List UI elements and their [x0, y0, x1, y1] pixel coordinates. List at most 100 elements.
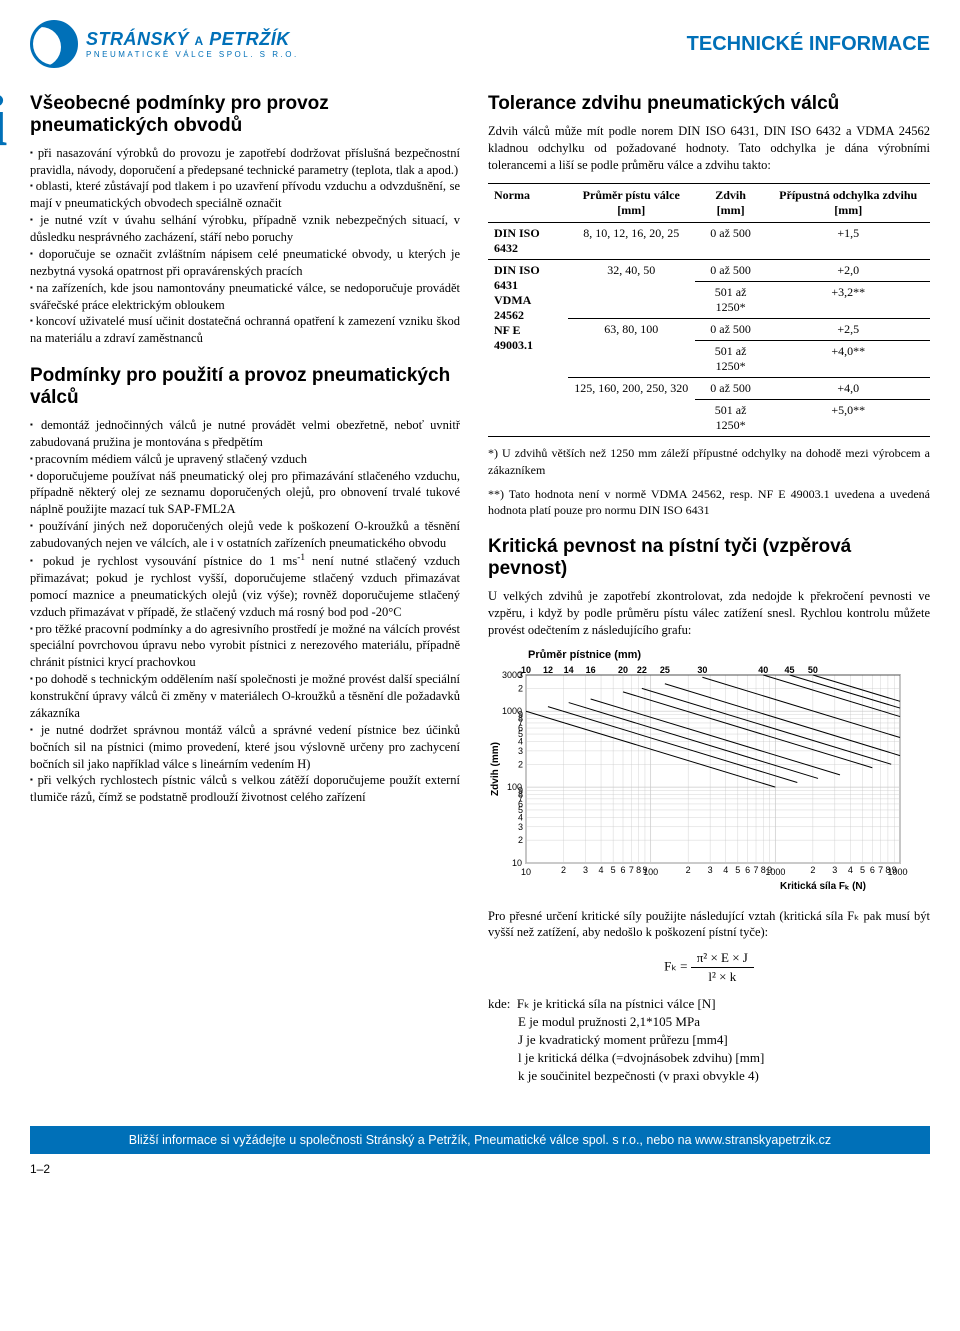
list-item: při nasazování výrobků do provozu je zap… — [30, 145, 460, 179]
list-item: koncoví uživatelé musí učinit dostatečná… — [30, 313, 460, 347]
table-header: Přípustná odchylka zdvihu [mm] — [766, 184, 930, 223]
kde-line: J je kvadratický moment průřezu [mm4] — [518, 1031, 930, 1049]
table-cell-zdvih: 0 až 500 — [695, 319, 767, 341]
svg-text:6: 6 — [870, 865, 875, 875]
formula-lhs: Fₖ = — [664, 959, 687, 974]
table-header: Zdvih [mm] — [695, 184, 767, 223]
critical-strength-heading: Kritická pevnost na pístní tyči (vzpěrov… — [488, 536, 930, 580]
table-cell-piston: 63, 80, 100 — [568, 319, 695, 378]
table-cell-zdvih: 501 až 1250* — [695, 341, 767, 378]
kde-line: l je kritická délka (=dvojnásobek zdvihu… — [518, 1049, 930, 1067]
brand-tagline: PNEUMATICKÉ VÁLCE SPOL. S R.O. — [86, 50, 299, 59]
list-item: je nutné vzít v úvahu selhání výrobku, p… — [30, 212, 460, 246]
svg-text:Kritická síla Fₖ (N): Kritická síla Fₖ (N) — [780, 881, 866, 891]
table-cell-tolerance: +1,5 — [766, 223, 930, 260]
svg-text:10: 10 — [521, 665, 531, 675]
table-header: Norma — [488, 184, 568, 223]
formula: Fₖ = π² × E × J l² × k — [488, 949, 930, 986]
table-cell-norma: DIN ISO 6431VDMA 24562NF E 49003.1 — [488, 260, 568, 437]
svg-text:9: 9 — [518, 709, 523, 719]
svg-text:8: 8 — [885, 865, 890, 875]
list-item: používání jiných než doporučených olejů … — [30, 518, 460, 552]
svg-text:40: 40 — [758, 665, 768, 675]
footer-bar: Bližší informace si vyžádejte u společno… — [30, 1126, 930, 1154]
table-cell-piston: 8, 10, 12, 16, 20, 25 — [568, 223, 695, 260]
svg-text:8: 8 — [761, 865, 766, 875]
table-header: Průměr pístu válce [mm] — [568, 184, 695, 223]
svg-text:7: 7 — [754, 865, 759, 875]
svg-text:4: 4 — [723, 865, 728, 875]
svg-text:25: 25 — [660, 665, 670, 675]
svg-text:5: 5 — [860, 865, 865, 875]
svg-text:9: 9 — [518, 785, 523, 795]
svg-text:10: 10 — [521, 867, 531, 877]
svg-text:2: 2 — [518, 683, 523, 693]
list-item: na zařízeních, kde jsou namontovány pneu… — [30, 280, 460, 314]
svg-text:10000: 10000 — [887, 867, 908, 877]
brand-name-1: STRÁNSKÝ — [86, 29, 189, 49]
table-row: DIN ISO 64328, 10, 12, 16, 20, 250 až 50… — [488, 223, 930, 260]
tolerance-table: NormaPrůměr pístu válce [mm]Zdvih [mm]Př… — [488, 183, 930, 437]
svg-text:12: 12 — [543, 665, 553, 675]
table-cell-zdvih: 0 až 500 — [695, 378, 767, 400]
svg-text:4: 4 — [848, 865, 853, 875]
svg-text:16: 16 — [586, 665, 596, 675]
svg-text:7: 7 — [878, 865, 883, 875]
table-cell-norma: DIN ISO 6432 — [488, 223, 568, 260]
company-logo: STRÁNSKÝ A PETRŽÍK PNEUMATICKÉ VÁLCE SPO… — [30, 20, 299, 68]
table-cell-tolerance: +4,0 — [766, 378, 930, 400]
table-cell-tolerance: +4,0** — [766, 341, 930, 378]
svg-text:6: 6 — [745, 865, 750, 875]
tolerance-heading: Tolerance zdvihu pneumatických válců — [488, 93, 930, 115]
general-conditions-list: při nasazování výrobků do provozu je zap… — [30, 145, 460, 348]
svg-text:2: 2 — [518, 759, 523, 769]
kde-line: k je součinitel bezpečnosti (v praxi obv… — [518, 1067, 930, 1085]
brand-amp: A — [195, 34, 204, 48]
buckling-chart: 1010010001000023456789234567892345678910… — [488, 661, 908, 891]
table-cell-tolerance: +5,0** — [766, 400, 930, 437]
list-item: oblasti, které zůstávají pod tlakem i po… — [30, 178, 460, 212]
svg-text:20: 20 — [618, 665, 628, 675]
kde-line: E je modul pružnosti 2,1*105 MPa — [518, 1013, 930, 1031]
logo-swoosh-icon — [30, 20, 78, 68]
table-cell-tolerance: +3,2** — [766, 282, 930, 319]
table-cell-zdvih: 501 až 1250* — [695, 400, 767, 437]
svg-text:3: 3 — [518, 745, 523, 755]
svg-text:3: 3 — [518, 821, 523, 831]
list-item: pro těžké pracovní podmínky a do agresiv… — [30, 621, 460, 672]
usage-conditions-list: demontáž jednočinných válců je nutné pro… — [30, 417, 460, 806]
svg-text:Zdvih (mm): Zdvih (mm) — [490, 742, 501, 796]
svg-text:5: 5 — [611, 865, 616, 875]
table-cell-piston: 32, 40, 50 — [568, 260, 695, 319]
svg-text:9: 9 — [767, 865, 772, 875]
svg-text:2: 2 — [810, 865, 815, 875]
page-number: 1–2 — [30, 1162, 930, 1176]
table-cell-zdvih: 501 až 1250* — [695, 282, 767, 319]
list-item: při velkých rychlostech pístnic válců s … — [30, 772, 460, 806]
table-cell-tolerance: +2,5 — [766, 319, 930, 341]
general-conditions-heading: Všeobecné podmínky pro provoz pneumatick… — [30, 93, 460, 137]
svg-text:8: 8 — [636, 865, 641, 875]
svg-text:10: 10 — [512, 858, 522, 868]
svg-text:2: 2 — [518, 835, 523, 845]
formula-denominator: l² × k — [691, 968, 754, 986]
svg-text:9: 9 — [642, 865, 647, 875]
list-item: pracovním médiem válců je upravený stlač… — [30, 451, 460, 468]
svg-text:3: 3 — [583, 865, 588, 875]
table-cell-zdvih: 0 až 500 — [695, 260, 767, 282]
critical-strength-intro: U velkých zdvihů je zapotřebí zkontrolov… — [488, 588, 930, 639]
svg-text:4: 4 — [599, 865, 604, 875]
table-cell-tolerance: +2,0 — [766, 260, 930, 282]
svg-text:7: 7 — [629, 865, 634, 875]
table-row: DIN ISO 6431VDMA 24562NF E 49003.132, 40… — [488, 260, 930, 282]
svg-text:45: 45 — [785, 665, 795, 675]
svg-text:3: 3 — [708, 865, 713, 875]
svg-text:6: 6 — [621, 865, 626, 875]
brand-name-2: PETRŽÍK — [209, 29, 290, 49]
svg-text:50: 50 — [808, 665, 818, 675]
list-item: je nutné dodržet správnou montáž válců a… — [30, 722, 460, 773]
tolerance-footnote-1: *) U zdvihů větších než 1250 mm záleží p… — [488, 445, 930, 477]
svg-text:2: 2 — [561, 865, 566, 875]
formula-where-block: kde: Fₖ je kritická síla na pístnici vál… — [488, 995, 930, 1086]
table-cell-piston: 125, 160, 200, 250, 320 — [568, 378, 695, 437]
